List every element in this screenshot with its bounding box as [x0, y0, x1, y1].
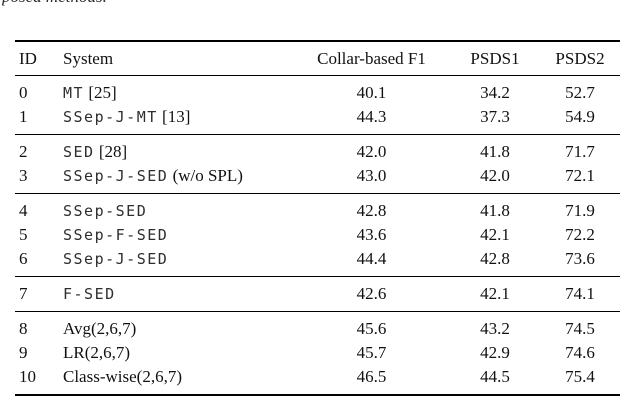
col-header-system: System: [63, 48, 114, 68]
table-row: 1 SSep-J-MT [13] 44.3 37.3 54.9: [15, 105, 620, 129]
col-header-collar-f1: Collar-based F1: [317, 48, 426, 68]
table-group: 8 Avg(2,6,7) 45.6 43.2 74.5 9 LR(2,6,7) 45.7 42.…: [15, 312, 620, 394]
cell-psds1: 44.5: [480, 367, 510, 386]
cell-system: SSep-J-SED (w/o SPL): [63, 166, 293, 186]
cell-collar-f1: 43.0: [356, 166, 387, 185]
cell-collar-f1: 44.3: [356, 107, 387, 126]
cell-collar-f1: 40.1: [356, 83, 387, 102]
col-header-id: ID: [19, 48, 37, 68]
caption-fragment-text: posed methods.: [2, 0, 302, 7]
cell-psds1: 37.3: [480, 107, 510, 126]
system-name-serif: Class-wise(2,6,7): [63, 367, 182, 386]
cell-id: 8: [19, 319, 28, 338]
system-name-serif: (w/o SPL): [168, 166, 243, 185]
table-body: 0 MT [25] 40.1 34.2 52.7 1 SSep-J-MT [13] 44.3 3…: [15, 76, 620, 394]
cell-system: SSep-F-SED: [63, 225, 293, 245]
system-name-mono: SED: [63, 143, 95, 161]
table-row: 2 SED [28] 42.0 41.8 71.7: [15, 140, 620, 164]
table-row: 8 Avg(2,6,7) 45.6 43.2 74.5: [15, 317, 620, 341]
cell-psds2: 74.6: [565, 343, 595, 362]
system-name-mono: SSep-J-SED: [63, 167, 169, 185]
cell-collar-f1: 45.6: [356, 319, 387, 338]
cell-collar-f1: 44.4: [356, 249, 387, 268]
cell-id: 5: [19, 225, 28, 244]
cell-psds1: 42.9: [480, 343, 510, 362]
system-name-mono: SSep-F-SED: [63, 226, 169, 244]
system-name-mono: MT: [63, 84, 85, 102]
cell-system: LR(2,6,7): [63, 343, 293, 363]
cell-psds2: 74.5: [565, 319, 595, 338]
cell-id: 2: [19, 142, 28, 161]
cell-psds1: 41.8: [480, 201, 510, 220]
system-name-serif: [28]: [94, 142, 128, 161]
col-header-psds2: PSDS2: [555, 48, 605, 68]
cell-system: SSep-J-SED: [63, 249, 293, 269]
cell-system: F-SED: [63, 284, 293, 304]
cell-id: 10: [19, 367, 36, 386]
cell-system: Class-wise(2,6,7): [63, 367, 293, 387]
cell-collar-f1: 42.8: [356, 201, 387, 220]
cell-id: 6: [19, 249, 28, 268]
cell-collar-f1: 42.0: [356, 142, 387, 161]
cell-id: 3: [19, 166, 28, 185]
col-header-psds1: PSDS1: [470, 48, 520, 68]
cell-psds1: 41.8: [480, 142, 510, 161]
cell-psds2: 72.2: [565, 225, 595, 244]
table-row: 5 SSep-F-SED 43.6 42.1 72.2: [15, 223, 620, 247]
cell-psds2: 72.1: [565, 166, 595, 185]
table-row: 3 SSep-J-SED (w/o SPL) 43.0 42.0 72.1: [15, 164, 620, 188]
cell-system: Avg(2,6,7): [63, 319, 293, 339]
table-row: 6 SSep-J-SED 44.4 42.8 73.6: [15, 247, 620, 271]
table-group: 2 SED [28] 42.0 41.8 71.7 3 SSep-J-SED (w/o SP…: [15, 135, 620, 194]
cell-psds1: 42.0: [480, 166, 510, 185]
table-group: 7 F-SED 42.6 42.1 74.1: [15, 277, 620, 312]
cell-psds2: 73.6: [565, 249, 595, 268]
cell-psds2: 74.1: [565, 284, 595, 303]
table-row: 4 SSep-SED 42.8 41.8 71.9: [15, 199, 620, 223]
cell-psds2: 71.9: [565, 201, 595, 220]
system-name-serif: Avg(2,6,7): [63, 319, 137, 338]
table-header-row: ID System Collar-based F1 PSDS1 PSDS2: [15, 42, 620, 76]
table-group: 4 SSep-SED 42.8 41.8 71.9 5 SSep-F-SED 43.6 42.1…: [15, 194, 620, 277]
cell-psds1: 43.2: [480, 319, 510, 338]
cell-psds1: 42.1: [480, 284, 510, 303]
cell-system: SED [28]: [63, 142, 293, 162]
table-row: 9 LR(2,6,7) 45.7 42.9 74.6: [15, 341, 620, 365]
table-row: 7 F-SED 42.6 42.1 74.1: [15, 282, 620, 306]
table-row: 10 Class-wise(2,6,7) 46.5 44.5 75.4: [15, 365, 620, 389]
cell-psds1: 34.2: [480, 83, 510, 102]
cell-collar-f1: 46.5: [356, 367, 387, 386]
cell-id: 4: [19, 201, 28, 220]
system-name-serif: [25]: [84, 83, 117, 102]
results-table: ID System Collar-based F1 PSDS1 PSDS2 0 M…: [15, 40, 620, 396]
cell-id: 7: [19, 284, 28, 303]
cell-id: 0: [19, 83, 28, 102]
cell-psds1: 42.1: [480, 225, 510, 244]
cell-psds2: 75.4: [565, 367, 595, 386]
cell-psds2: 54.9: [565, 107, 595, 126]
cell-system: SSep-J-MT [13]: [63, 107, 293, 127]
system-name-mono: SSep-J-SED: [63, 250, 169, 268]
system-name-serif: LR(2,6,7): [63, 343, 131, 362]
cell-system: MT [25]: [63, 83, 293, 103]
cell-psds2: 71.7: [565, 142, 595, 161]
system-name-serif: [13]: [157, 107, 191, 126]
system-name-mono: SSep-J-MT: [63, 108, 158, 126]
table-row: 0 MT [25] 40.1 34.2 52.7: [15, 81, 620, 105]
cell-collar-f1: 45.7: [356, 343, 387, 362]
cell-psds2: 52.7: [565, 83, 595, 102]
cell-collar-f1: 42.6: [356, 284, 387, 303]
system-name-mono: F-SED: [63, 285, 116, 303]
system-name-mono: SSep-SED: [63, 202, 148, 220]
cell-id: 1: [19, 107, 28, 126]
cell-psds1: 42.8: [480, 249, 510, 268]
cell-collar-f1: 43.6: [356, 225, 387, 244]
caption-fragment: posed methods.: [2, 0, 302, 8]
cell-system: SSep-SED: [63, 201, 293, 221]
cell-id: 9: [19, 343, 28, 362]
table-group: 0 MT [25] 40.1 34.2 52.7 1 SSep-J-MT [13] 44.3 3…: [15, 76, 620, 135]
